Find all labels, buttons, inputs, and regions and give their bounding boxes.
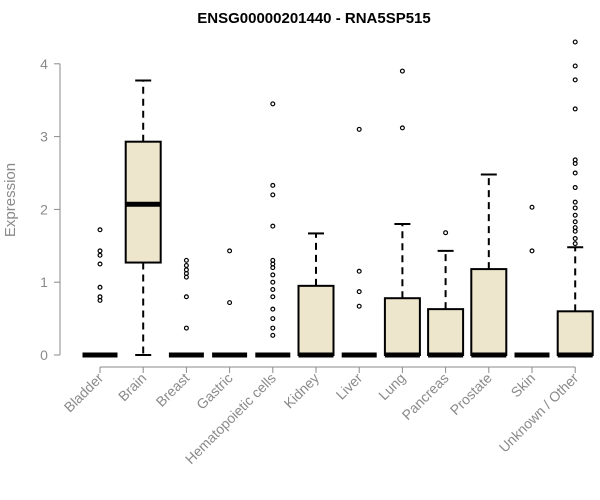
outlier-point <box>227 300 233 306</box>
outlier-point <box>97 284 103 290</box>
outlier-point <box>270 192 276 198</box>
box-plot-breast <box>168 257 204 358</box>
outlier-point <box>443 230 449 236</box>
x-tick-label: Lung <box>375 370 408 403</box>
x-tick-label: Bladder <box>61 370 107 416</box>
outlier-point <box>529 204 535 210</box>
x-tick-label: Kidney <box>281 370 323 412</box>
outlier-point <box>183 262 189 268</box>
outlier-point <box>399 68 405 74</box>
y-tick-label: 4 <box>40 56 48 72</box>
box-plot-lung <box>383 68 421 358</box>
outlier-point <box>227 248 233 254</box>
outlier-point <box>356 289 362 295</box>
outlier-point <box>572 205 578 211</box>
outlier-point <box>270 272 276 278</box>
outlier-point <box>572 236 578 242</box>
outlier-point <box>572 39 578 45</box>
outlier-point <box>270 257 276 263</box>
outlier-point <box>270 223 276 229</box>
outlier-point <box>183 257 189 263</box>
outlier-point <box>270 306 276 312</box>
outlier-point <box>97 227 103 233</box>
outlier-point <box>97 252 103 258</box>
x-tick-label: Gastric <box>193 370 236 413</box>
y-tick-label: 3 <box>40 129 48 145</box>
outlier-point <box>183 267 189 273</box>
box-plot-brain <box>124 79 162 356</box>
x-tick-label: Unknown / Other <box>496 370 582 456</box>
box <box>297 284 335 356</box>
x-tick-label: Breast <box>153 370 193 410</box>
box-plot-skin <box>514 204 550 358</box>
box <box>470 268 508 357</box>
x-tick-label: Pancreas <box>399 370 452 423</box>
box <box>383 297 421 357</box>
box-plot-prostate <box>470 173 508 358</box>
x-tick-label: Skin <box>508 370 539 401</box>
outlier-point <box>356 268 362 274</box>
outlier-point <box>572 225 578 231</box>
outlier-point <box>270 316 276 322</box>
outlier-point <box>399 125 405 131</box>
outlier-point <box>572 63 578 69</box>
y-tick-label: 0 <box>40 347 48 363</box>
x-tick-label: Liver <box>333 370 366 403</box>
chart-title: ENSG00000201440 - RNA5SP515 <box>197 10 430 27</box>
outlier-point <box>270 325 276 331</box>
outlier-point <box>572 241 578 247</box>
box <box>556 310 594 357</box>
box-plot-pancreas <box>427 230 465 358</box>
box-plot-hematopoietic-cells <box>255 101 291 358</box>
box-plot-kidney <box>297 232 335 358</box>
outlier-point <box>270 101 276 107</box>
box-plot-unknown-other <box>556 39 594 358</box>
box-plot-bladder <box>82 227 118 358</box>
x-tick-label: Prostate <box>447 370 495 418</box>
outlier-point <box>270 294 276 300</box>
outlier-point <box>97 248 103 254</box>
outlier-point <box>572 219 578 225</box>
outlier-point <box>270 279 276 285</box>
outlier-point <box>572 170 578 176</box>
y-axis-label: Expression <box>2 163 19 237</box>
outlier-point <box>572 106 578 112</box>
x-tick-label: Brain <box>115 370 149 404</box>
outlier-point <box>572 212 578 218</box>
outlier-point <box>572 199 578 205</box>
y-tick-label: 2 <box>40 201 48 217</box>
box-plot-series <box>82 39 594 358</box>
outlier-point <box>270 332 276 338</box>
outlier-point <box>356 126 362 132</box>
y-tick-label: 1 <box>40 274 48 290</box>
outlier-point <box>356 303 362 309</box>
outlier-point <box>183 294 189 300</box>
box <box>427 308 465 356</box>
box-plot-liver <box>341 126 377 358</box>
outlier-point <box>572 77 578 83</box>
outlier-point <box>183 325 189 331</box>
outlier-point <box>572 157 578 163</box>
outlier-point <box>97 261 103 267</box>
y-axis: 0 1 2 3 4 <box>40 56 61 363</box>
outlier-point <box>97 294 103 300</box>
outlier-point <box>270 286 276 292</box>
box-plot-gastric <box>212 248 248 358</box>
outlier-point <box>270 182 276 188</box>
outlier-point <box>572 185 578 191</box>
outlier-point <box>529 248 535 254</box>
